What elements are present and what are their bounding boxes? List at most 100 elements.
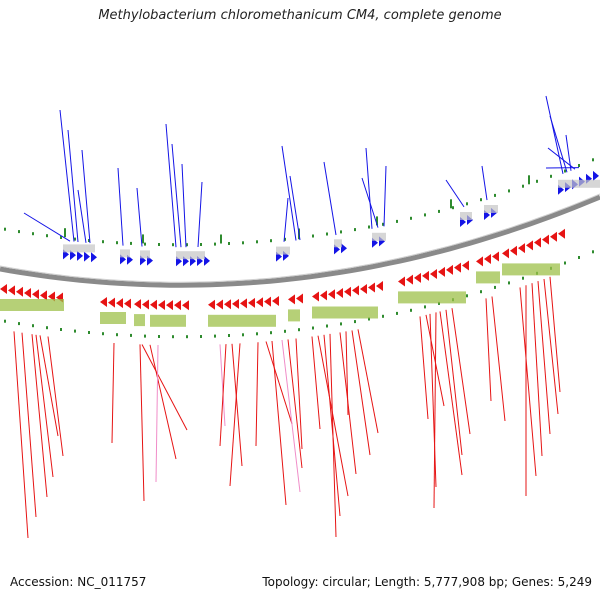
gene-leader-line — [265, 341, 293, 425]
gene-leader-line — [445, 309, 463, 456]
gene-leader-line — [255, 342, 259, 447]
reverse-gene-arrow — [100, 297, 107, 307]
reverse-gene-arrow — [328, 289, 335, 300]
scale-dot — [200, 243, 202, 246]
genome-backbone — [0, 194, 600, 288]
gene-leader-line — [165, 123, 177, 248]
reverse-gene-arrow — [124, 298, 131, 309]
gene-leader-line — [361, 177, 379, 228]
gene-leader-line — [351, 330, 371, 456]
gene-leader-line — [425, 314, 445, 407]
scale-dot — [214, 334, 216, 338]
gene-leader-line — [547, 147, 576, 170]
scale-dot — [270, 331, 272, 335]
scale-dot — [312, 234, 314, 238]
gene-leader-line — [171, 143, 182, 248]
domain-box — [334, 239, 342, 248]
scale-dot — [466, 202, 468, 206]
reverse-gene-arrow — [264, 296, 271, 307]
scale-dot — [228, 334, 230, 337]
scale-dot — [536, 179, 538, 183]
scale-dot — [382, 222, 384, 226]
reverse-gene-arrow — [224, 299, 231, 310]
scale-dot — [88, 239, 90, 242]
reverse-gene-arrow — [24, 288, 31, 299]
scale-dot — [256, 240, 258, 244]
scale-dot — [18, 230, 20, 234]
domain-box — [288, 309, 300, 322]
scale-dot — [564, 169, 566, 173]
reverse-gene-arrow — [542, 234, 549, 245]
scale-dot — [102, 332, 104, 336]
domain-box — [476, 271, 500, 284]
genome-title: Methylobacterium chloromethanicum CM4, c… — [98, 8, 502, 23]
reverse-gene-arrow — [510, 245, 517, 256]
gene-leader-line — [149, 344, 177, 460]
gene-leader-line — [445, 179, 465, 208]
gene-leader-line — [81, 149, 91, 244]
reverse-gene-arrow — [550, 231, 557, 242]
gene-leader-line — [329, 333, 337, 538]
reverse-gene-arrow — [134, 299, 141, 310]
forward-gene-arrow — [204, 255, 210, 266]
forward-gene-arrow — [593, 170, 599, 181]
reverse-gene-arrow — [256, 297, 263, 308]
genome-summary: Topology: circular; Length: 5,777,908 bp… — [262, 575, 592, 589]
gene-leader-line — [545, 95, 564, 175]
scale-dot — [382, 314, 384, 318]
scale-dot — [116, 333, 118, 337]
reverse-gene-arrow — [48, 291, 55, 302]
gene-leader-line — [281, 339, 301, 493]
scale-dot — [102, 240, 104, 244]
ruler-tick — [142, 234, 144, 244]
reverse-gene-arrow — [518, 243, 525, 254]
scale-dot — [144, 242, 146, 246]
gene-leader-line — [531, 283, 543, 457]
scale-dot — [32, 232, 34, 236]
gene-leader-line — [537, 281, 551, 435]
reverse-gene-arrow — [462, 260, 469, 271]
scale-dot — [214, 242, 216, 246]
domain-box — [558, 179, 600, 188]
domain-box — [0, 299, 64, 311]
reverse-gene-arrow — [438, 266, 445, 277]
scale-dot — [4, 319, 6, 323]
backbone-highlight — [0, 193, 600, 283]
domain-box — [372, 232, 386, 241]
scale-dot — [452, 206, 454, 210]
scale-dot — [550, 174, 552, 178]
ruler-tick — [64, 228, 66, 238]
gene-leader-line — [323, 334, 341, 517]
forward-gene-arrow — [70, 250, 76, 261]
gene-leader-line — [281, 145, 297, 241]
reverse-gene-arrow — [360, 284, 367, 294]
reverse-gene-arrow — [484, 253, 491, 264]
forward-gene-arrow — [84, 251, 90, 262]
reverse-gene-arrow — [240, 298, 247, 309]
scale-dot — [578, 164, 580, 167]
reverse-gene-arrow — [430, 268, 437, 279]
scale-dot — [424, 213, 426, 217]
gene-leader-line — [491, 296, 506, 422]
scale-dot — [298, 328, 300, 332]
gene-leader-line — [543, 278, 559, 415]
domain-box — [312, 306, 378, 319]
scale-dot — [116, 241, 118, 245]
gene-leader-line — [219, 344, 227, 447]
gene-leader-line — [439, 311, 463, 476]
scale-dot — [4, 227, 6, 231]
reverse-gene-arrow — [526, 240, 533, 251]
reverse-gene-arrow — [376, 280, 383, 291]
scale-dot — [480, 290, 482, 294]
gene-leader-line — [271, 340, 287, 506]
reverse-gene-arrow — [406, 274, 413, 285]
scale-dot — [270, 239, 272, 243]
scale-dot — [354, 228, 356, 232]
scale-dot — [256, 332, 258, 336]
gene-leader-line — [549, 276, 561, 393]
reverse-gene-arrow — [232, 298, 239, 309]
ruler-tick — [376, 216, 378, 226]
domain-box — [140, 250, 150, 259]
gene-leader-line — [311, 336, 321, 430]
domain-box — [484, 205, 498, 213]
